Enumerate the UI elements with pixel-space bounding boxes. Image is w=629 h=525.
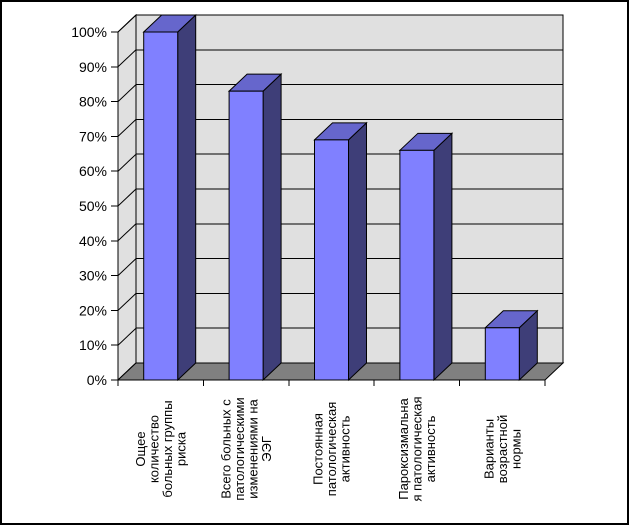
y-axis-label: 0% bbox=[87, 372, 107, 388]
category-label-line: Ощее bbox=[133, 431, 148, 466]
category-label-line: активность bbox=[423, 415, 438, 482]
category-label-line: активность bbox=[338, 415, 353, 482]
category-label-line: больных группы bbox=[160, 400, 175, 497]
bar-side-face bbox=[177, 13, 197, 382]
left-wall-gridline bbox=[117, 327, 137, 346]
bar-column-1 bbox=[142, 13, 197, 382]
bar-side-face bbox=[433, 132, 453, 382]
left-wall-gridline bbox=[117, 293, 137, 311]
y-axis-label: 90% bbox=[79, 59, 107, 75]
y-axis-label: 20% bbox=[79, 302, 107, 318]
left-wall-gridline bbox=[117, 223, 137, 242]
category-label-line: возрастной bbox=[495, 415, 510, 483]
category-label-line: Всего больных с bbox=[218, 399, 233, 499]
category-label-2: Всего больных спатологическимиизменениям… bbox=[218, 397, 274, 500]
y-axis-label: 10% bbox=[79, 337, 107, 353]
category-label-line: Постоянная bbox=[311, 413, 326, 485]
y-axis-label: 40% bbox=[79, 233, 107, 249]
bar-column-2 bbox=[227, 73, 283, 382]
bar-front-face bbox=[228, 90, 264, 381]
left-wall-gridline bbox=[117, 258, 137, 276]
bar-side-face bbox=[348, 121, 367, 382]
category-label-line: количество bbox=[146, 415, 161, 483]
bar-front-face bbox=[143, 31, 179, 381]
category-label-line: Пароксизмальна bbox=[396, 397, 411, 499]
category-label-line: патологическими bbox=[232, 397, 247, 500]
left-wall-gridline bbox=[117, 49, 137, 68]
category-label-line: Варианты bbox=[481, 419, 496, 479]
bar-column-5 bbox=[484, 309, 539, 382]
bar-side-face bbox=[262, 73, 282, 382]
category-label-line: нормы bbox=[508, 429, 523, 469]
category-label-line: я патологическая bbox=[409, 396, 424, 501]
left-wall-gridline bbox=[117, 153, 137, 172]
y-axis-label: 70% bbox=[79, 128, 107, 144]
bar-column-4 bbox=[398, 132, 454, 382]
y-axis-label: 30% bbox=[79, 268, 107, 284]
left-wall-gridline bbox=[117, 14, 137, 33]
y-axis-label: 100% bbox=[71, 24, 107, 40]
bar-column-3 bbox=[313, 121, 368, 382]
left-wall-gridline bbox=[117, 119, 137, 137]
y-axis-label: 50% bbox=[79, 198, 107, 214]
bar-front-face bbox=[484, 327, 520, 381]
category-label-line: ЭЭГ bbox=[259, 436, 274, 462]
bar-front-face bbox=[314, 139, 349, 381]
category-label-line: риска bbox=[173, 431, 188, 466]
y-axis-label: 80% bbox=[79, 94, 107, 110]
left-wall-gridline bbox=[117, 188, 137, 207]
category-label-line: изменениями на bbox=[245, 398, 260, 498]
category-label-line: патологическая bbox=[324, 402, 339, 496]
left-wall-gridline bbox=[117, 84, 137, 102]
bar-front-face bbox=[399, 149, 435, 381]
y-axis-label: 60% bbox=[79, 163, 107, 179]
